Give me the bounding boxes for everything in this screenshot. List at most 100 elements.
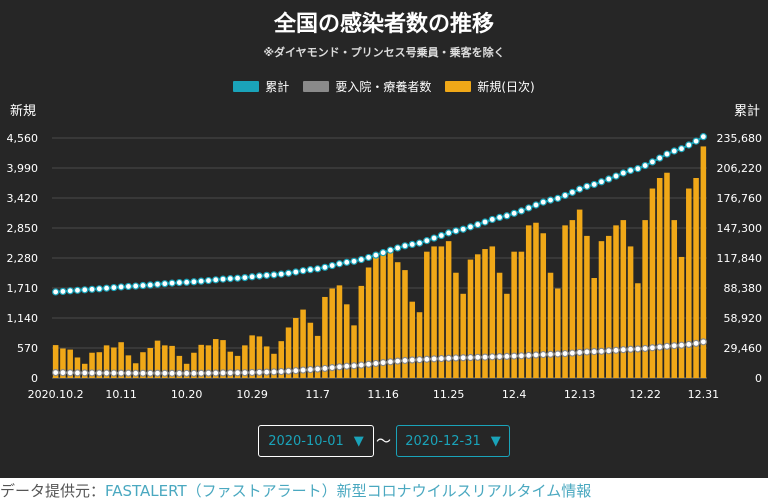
cumulative-line-point xyxy=(328,261,336,270)
cumulative-line-point xyxy=(554,194,562,202)
new-cases-bar xyxy=(489,246,496,378)
cumulative-line-point xyxy=(408,240,416,248)
cumulative-line-point xyxy=(670,147,678,155)
cumulative-line-point xyxy=(605,175,613,183)
cumulative-line-point xyxy=(612,172,620,180)
x-tick-label: 12.22 xyxy=(629,388,661,401)
new-cases-bar xyxy=(649,188,656,378)
hospitalized-line-point xyxy=(110,369,118,377)
hospitalized-line-point xyxy=(88,369,96,377)
new-cases-bar xyxy=(96,352,103,378)
new-cases-bar xyxy=(482,249,488,378)
cumulative-line-point xyxy=(495,213,504,222)
source-credit-link[interactable]: FASTALERT（ファストアラート）新型コロナウイルスリアルタイム情報 xyxy=(105,482,592,500)
cumulative-line-point xyxy=(394,244,402,252)
left-axis-title: 新規 xyxy=(10,104,37,119)
cumulative-line-point xyxy=(561,191,569,200)
new-cases-bar xyxy=(460,293,466,378)
hospitalized-line-point xyxy=(517,352,526,360)
end-date-select[interactable]: 2020-12-31 ▼ xyxy=(396,425,510,457)
hospitalized-line-point xyxy=(190,369,198,377)
hospitalized-line-point xyxy=(197,369,205,377)
cumulative-line-point xyxy=(59,287,67,296)
cumulative-line-point xyxy=(161,280,169,288)
hospitalized-line-point xyxy=(379,359,387,367)
start-date-select[interactable]: 2020-10-01 ▼ xyxy=(258,425,374,457)
cumulative-line-point xyxy=(423,237,431,245)
hospitalized-line-point xyxy=(423,355,431,363)
cumulative-line-point xyxy=(95,285,103,293)
source-credit-prefix: データ提供元： xyxy=(0,482,106,500)
left-tick-label: 3,990 xyxy=(7,162,39,175)
legend-item-cumulative[interactable]: 累計 xyxy=(233,78,289,95)
cumulative-line-point xyxy=(699,133,707,141)
new-cases-bar xyxy=(627,246,634,378)
new-cases-bar xyxy=(67,349,73,378)
start-date-value: 2020-10-01 xyxy=(268,433,344,449)
new-cases-bar xyxy=(220,340,226,378)
new-cases-bar xyxy=(605,235,612,378)
cumulative-line-point xyxy=(102,284,111,292)
new-cases-bar xyxy=(176,355,183,378)
new-cases-bar xyxy=(453,272,459,378)
cumulative-line-point xyxy=(379,249,387,257)
cumulative-line-point xyxy=(634,165,642,173)
legend-swatch-cumulative xyxy=(233,81,260,92)
hospitalized-line-point xyxy=(488,353,496,361)
cumulative-line-point xyxy=(226,275,234,283)
hospitalized-line-point xyxy=(452,354,460,362)
hospitalized-line-point xyxy=(459,354,467,362)
new-cases-bar xyxy=(525,225,532,378)
right-tick-label: 58,920 xyxy=(724,312,763,325)
cumulative-line-point xyxy=(190,278,198,286)
hospitalized-line-point xyxy=(314,365,322,373)
hospitalized-line-point xyxy=(263,368,271,376)
hospitalized-line-point xyxy=(241,369,249,377)
new-cases-bar xyxy=(380,251,386,378)
cumulative-line-point xyxy=(539,198,547,206)
hospitalized-line-point xyxy=(561,349,569,358)
new-cases-bar xyxy=(576,209,583,378)
cumulative-line-point xyxy=(168,279,176,287)
hospitalized-line-point xyxy=(219,369,227,377)
new-cases-bar xyxy=(402,270,408,378)
cumulative-line-point xyxy=(183,278,191,286)
x-tick-label: 12.13 xyxy=(564,388,596,401)
new-cases-bar xyxy=(635,283,641,378)
new-cases-bar xyxy=(431,246,437,378)
new-cases-bar xyxy=(424,251,430,378)
cumulative-line-point xyxy=(401,242,409,250)
hospitalized-line-point xyxy=(321,364,329,373)
hospitalized-line-point xyxy=(386,358,395,366)
source-credit: データ提供元：FASTALERT（ファストアラート）新型コロナウイルスリアルタイ… xyxy=(0,480,591,501)
cumulative-line-point xyxy=(510,209,518,217)
new-cases-bar xyxy=(212,339,219,378)
left-tick-label: 1,140 xyxy=(7,312,39,325)
hospitalized-line-point xyxy=(226,369,234,377)
new-cases-bar xyxy=(700,146,707,378)
new-cases-bar xyxy=(263,346,270,378)
new-cases-bar xyxy=(140,352,146,378)
cumulative-line-point xyxy=(284,269,293,277)
hospitalized-line-point xyxy=(554,350,562,358)
legend-swatch-new-daily xyxy=(445,81,472,92)
cumulative-line-point xyxy=(248,273,256,281)
legend-item-hospitalized[interactable]: 要入院・療養者数 xyxy=(303,78,431,95)
new-cases-bar xyxy=(60,348,66,378)
cumulative-line-point xyxy=(619,169,627,177)
hospitalized-line-point xyxy=(415,356,424,364)
cumulative-line-point xyxy=(415,239,424,247)
hospitalized-line-point xyxy=(626,345,635,353)
left-tick-label: 2,850 xyxy=(7,222,39,235)
new-cases-bar xyxy=(300,309,306,378)
new-cases-bar xyxy=(518,251,525,378)
cumulative-line-point xyxy=(663,150,671,158)
end-date-value: 2020-12-31 xyxy=(405,433,481,449)
hospitalized-line-point xyxy=(408,356,416,364)
chevron-down-icon: ▼ xyxy=(353,433,364,449)
legend-item-new-daily[interactable]: 新規(日次) xyxy=(445,78,535,95)
new-cases-bar xyxy=(678,256,685,378)
cumulative-line-point xyxy=(219,275,227,283)
left-tick-label: 570 xyxy=(17,342,38,355)
x-tick-label: 11.16 xyxy=(367,388,399,401)
